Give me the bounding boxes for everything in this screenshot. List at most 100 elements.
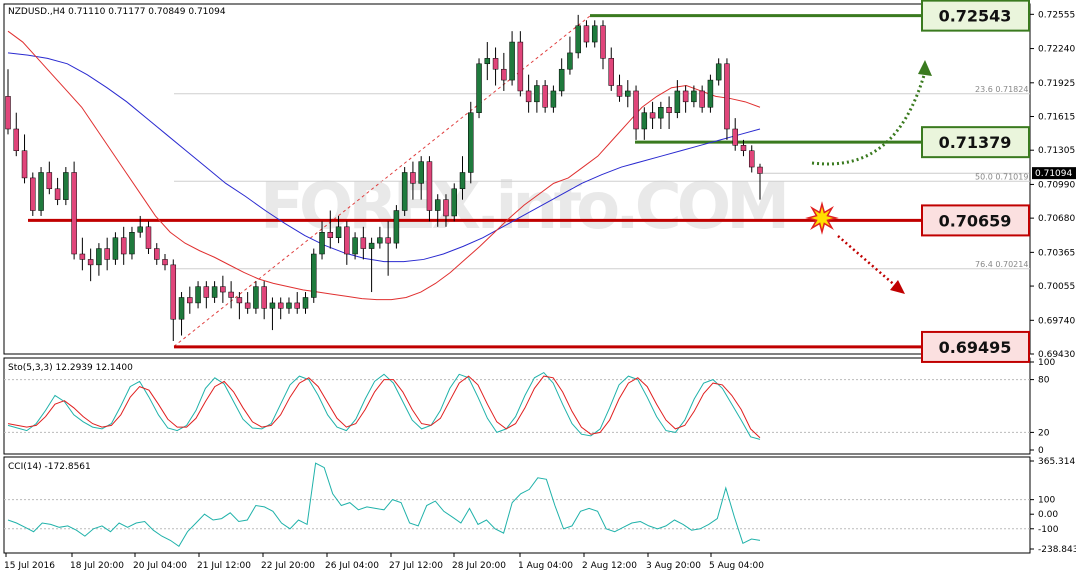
candle-body bbox=[567, 52, 573, 70]
x-tick-label: 27 Jul 12:00 bbox=[389, 561, 443, 571]
candle-body bbox=[715, 63, 722, 81]
stoch-label: Sto(5,3,3) 12.2939 12.1400 bbox=[8, 363, 133, 373]
y-tick-label: 0.69430 bbox=[1038, 350, 1075, 360]
candle-body bbox=[120, 237, 127, 255]
y-tick-label: 0.70990 bbox=[1038, 180, 1075, 190]
x-tick-label: 21 Jul 12:00 bbox=[197, 561, 251, 571]
candle-body bbox=[104, 248, 110, 260]
x-tick-label: 20 Jul 04:00 bbox=[133, 561, 187, 571]
candle-body bbox=[187, 297, 193, 304]
candle-body bbox=[162, 259, 168, 266]
cci-tick-label: 365.314 bbox=[1038, 457, 1075, 467]
y-tick-label: 0.69740 bbox=[1038, 316, 1075, 326]
candle-body bbox=[600, 25, 606, 59]
level-label: 0.69495 bbox=[939, 338, 1012, 357]
candle-body bbox=[54, 188, 61, 200]
candle-body bbox=[591, 25, 598, 43]
candle-body bbox=[87, 259, 94, 266]
candle-body bbox=[550, 90, 557, 108]
candle-body bbox=[575, 25, 581, 54]
candle-body bbox=[220, 286, 226, 293]
bearish-arrow bbox=[837, 235, 899, 289]
candle-body bbox=[757, 166, 763, 174]
bullish-arrowhead bbox=[918, 60, 932, 76]
candle-body bbox=[418, 161, 424, 184]
y-tick-label: 0.71925 bbox=[1038, 79, 1075, 89]
candle-body bbox=[517, 41, 524, 92]
level-box bbox=[921, 330, 1030, 363]
candle-body bbox=[385, 237, 391, 244]
candle-body bbox=[195, 286, 201, 304]
candle-body bbox=[79, 253, 86, 260]
candle-body bbox=[509, 41, 515, 81]
candle-body bbox=[393, 210, 400, 244]
candle-body bbox=[534, 85, 540, 103]
stoch-tick-label: 20 bbox=[1038, 428, 1050, 438]
level-label: 0.72543 bbox=[939, 7, 1012, 26]
candle-body bbox=[410, 172, 416, 184]
candle-body bbox=[112, 237, 119, 260]
candle-body bbox=[178, 297, 185, 320]
y-tick-label: 0.70680 bbox=[1038, 214, 1075, 224]
level-label: 0.70659 bbox=[939, 211, 1012, 230]
candle-body bbox=[13, 128, 20, 151]
y-tick-label: 0.71615 bbox=[1038, 113, 1075, 123]
candle-body bbox=[5, 96, 11, 130]
candle-body bbox=[368, 242, 375, 249]
candle-body bbox=[302, 297, 309, 309]
cci-tick-label: 0.00 bbox=[1038, 510, 1058, 520]
level-box bbox=[921, 204, 1030, 237]
chart-header: NZDUSD.,H4 0.71110 0.71177 0.70849 0.710… bbox=[8, 7, 226, 17]
candle-body bbox=[30, 177, 36, 211]
candle-body bbox=[699, 90, 705, 108]
y-tick-label: 0.70365 bbox=[1038, 248, 1075, 258]
candle-body bbox=[608, 58, 615, 86]
cci-panel bbox=[3, 456, 1031, 554]
candle-body bbox=[633, 90, 639, 130]
candle-body bbox=[484, 58, 491, 65]
stoch-tick-label: 80 bbox=[1038, 376, 1050, 386]
cci-label: CCI(14) -172.8561 bbox=[8, 462, 91, 472]
candle-body bbox=[236, 297, 243, 304]
y-tick-label: 0.71305 bbox=[1038, 146, 1075, 156]
candle-body bbox=[335, 226, 342, 238]
breakout-burst-icon bbox=[805, 201, 839, 235]
fib-level-label: 23.6 0.71824 bbox=[975, 85, 1028, 94]
candle-body bbox=[228, 291, 234, 298]
candle-body bbox=[748, 150, 755, 168]
candle-body bbox=[666, 107, 672, 113]
candle-body bbox=[691, 90, 697, 103]
candle-body bbox=[137, 226, 143, 233]
y-tick-label: 0.72555 bbox=[1038, 10, 1075, 20]
candle-body bbox=[707, 79, 714, 108]
x-tick-label: 5 Aug 04:00 bbox=[709, 561, 764, 571]
candle-body bbox=[616, 85, 623, 97]
candle-body bbox=[46, 172, 53, 190]
level-box bbox=[921, 126, 1030, 159]
candle-body bbox=[244, 302, 251, 309]
candle-body bbox=[360, 237, 367, 249]
stoch-tick-label: 0 bbox=[1038, 446, 1044, 456]
bearish-arrowhead bbox=[890, 280, 905, 294]
candle-body bbox=[327, 232, 334, 238]
candle-body bbox=[625, 90, 631, 97]
candle-body bbox=[344, 226, 350, 255]
x-tick-label: 26 Jul 04:00 bbox=[325, 561, 379, 571]
y-tick-label: 0.70055 bbox=[1038, 282, 1075, 292]
candle-body bbox=[277, 302, 284, 309]
candle-body bbox=[153, 248, 160, 260]
candle-body bbox=[311, 253, 317, 298]
cci-tick-label: -238.8433 bbox=[1038, 545, 1076, 555]
fib-level-label: 50.0 0.71019 bbox=[975, 172, 1028, 181]
candle-body bbox=[401, 172, 408, 211]
candle-body bbox=[451, 188, 457, 217]
candle-body bbox=[492, 58, 499, 70]
candle-body bbox=[319, 232, 325, 255]
candle-body bbox=[434, 199, 441, 211]
candle-body bbox=[211, 286, 218, 298]
x-tick-label: 1 Aug 04:00 bbox=[518, 561, 573, 571]
candle-body bbox=[38, 172, 44, 211]
current-price-box bbox=[1032, 167, 1076, 180]
